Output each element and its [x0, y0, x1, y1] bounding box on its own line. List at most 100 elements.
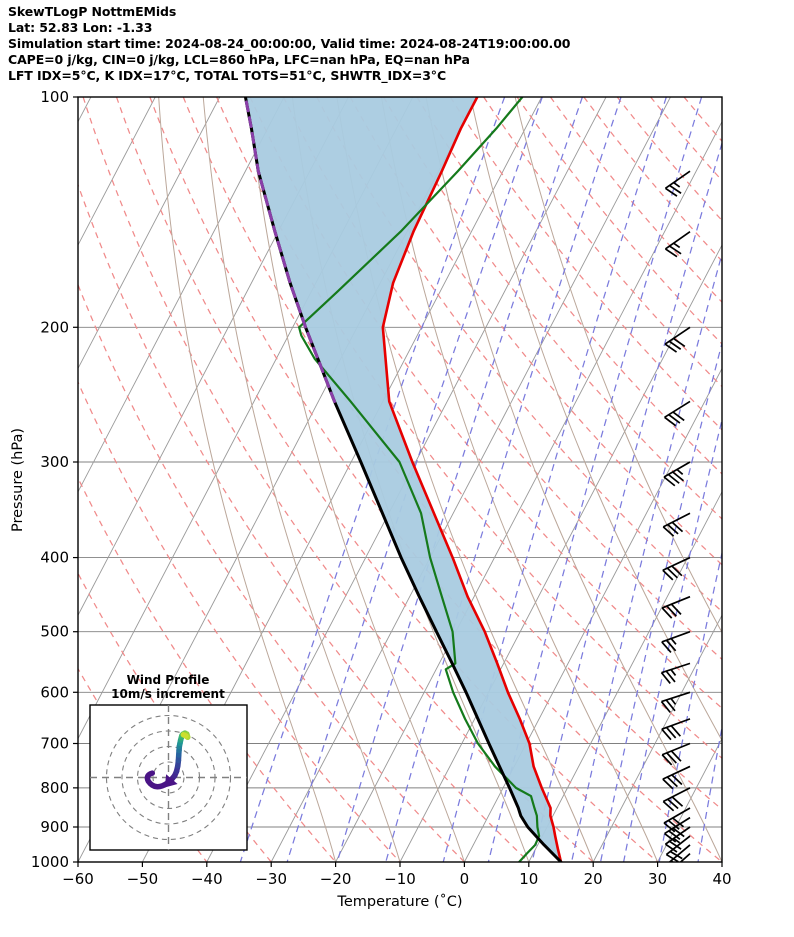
barb-shaft [661, 662, 691, 674]
dry-adiabat-line [82, 97, 594, 862]
wind-barb [662, 787, 691, 812]
y-tick-label: 700 [40, 735, 69, 753]
isotherm-line [528, 490, 722, 862]
barb-full [664, 343, 678, 353]
barb-full [671, 870, 683, 876]
barb-full [670, 725, 681, 737]
profile-line-temperature [381, 97, 563, 862]
isotherm-line [78, 97, 285, 493]
wind-barb [663, 807, 691, 833]
dry-adiabat-line [78, 380, 401, 862]
dry-adiabat-line [349, 97, 722, 566]
barb-full [672, 827, 685, 838]
profile-line-parcel-path-upper-dashed [243, 97, 336, 403]
mixing-ratio-line [336, 97, 583, 862]
axes: −60 −50 −40 −30 −20 −10 0 10 20 30 40 100 200 300 400 5… [31, 88, 732, 888]
wind-barb [671, 852, 691, 876]
hodograph-segment [180, 731, 189, 739]
barb-full [660, 672, 671, 685]
wind-barb [664, 326, 691, 353]
moist-adiabat-line [470, 97, 722, 742]
x-tick-label: −60 [62, 870, 94, 888]
barb-full [666, 752, 677, 764]
barb-full [660, 701, 671, 713]
barb-full [663, 476, 676, 487]
mixing-ratio-line [286, 97, 543, 862]
barb-half [670, 638, 677, 645]
y-tick-label: 500 [40, 623, 69, 641]
barb-full [671, 565, 683, 577]
barb-full [661, 754, 673, 766]
barb-full [662, 778, 674, 790]
barb-full [669, 245, 682, 255]
y-axis-title: Pressure (hPa) [10, 428, 26, 532]
mixing-ratio-line [531, 140, 722, 862]
wind-barb [661, 742, 691, 766]
wind-barb [665, 835, 691, 862]
barb-full [667, 473, 680, 484]
wind-barb [661, 718, 691, 741]
isotherm-line [78, 97, 156, 247]
hodograph-ring [105, 714, 232, 841]
barb-full [665, 699, 676, 712]
barb-full [669, 840, 682, 850]
wind-barb [662, 556, 691, 581]
stability-indices: LFT IDX=5°C, K IDX=17°C, TOTAL TOTS=51°C… [8, 68, 447, 83]
isotherm-line [270, 97, 671, 862]
barb-full [664, 248, 678, 258]
wind-barbs [660, 170, 691, 876]
wind-barb [668, 844, 691, 862]
moist-adiabat-line [158, 97, 337, 862]
barb-full [664, 832, 677, 843]
barb-full [662, 526, 675, 537]
barb-full [669, 184, 682, 194]
barb-full [666, 776, 678, 788]
mixing-ratio-line [442, 97, 667, 862]
barb-half [673, 242, 681, 249]
barb-half [670, 697, 677, 705]
grid-lines [78, 97, 794, 862]
barb-full [672, 337, 686, 348]
barb-full [664, 187, 678, 197]
barb-full [666, 605, 677, 617]
moist-adiabat-line [514, 97, 722, 634]
barb-full [668, 413, 681, 424]
isotherm-line [786, 97, 794, 862]
isotherm-line [78, 97, 221, 370]
mixing-ratio-line [239, 97, 506, 862]
barb-full [671, 796, 684, 807]
wind-barb [664, 170, 691, 197]
dry-adiabat-line [216, 97, 722, 760]
y-tick-label: 800 [40, 779, 69, 797]
x-tick-label: 0 [460, 870, 470, 888]
barb-shaft [662, 512, 691, 528]
wind-barb [661, 630, 691, 654]
x-tick-label: −40 [191, 870, 223, 888]
barb-full [672, 817, 685, 828]
wind-barb [660, 691, 691, 713]
barb-full [667, 523, 679, 535]
x-tick-label: −30 [255, 870, 287, 888]
y-tick-label: 900 [40, 818, 69, 836]
dry-adiabat-line [483, 97, 722, 388]
y-tick-label: 200 [40, 318, 69, 336]
wind-barb [664, 826, 691, 853]
figure-title: SkewTLogP NottmEMids [8, 4, 177, 19]
cape-shaded-area [245, 97, 561, 862]
barb-full [667, 798, 679, 810]
x-tick-label: −20 [320, 870, 352, 888]
mixing-ratio-line [697, 724, 722, 862]
barb-full [665, 639, 677, 652]
barb-half [676, 468, 684, 475]
y-tick-label: 1000 [31, 853, 69, 871]
barb-full [666, 567, 678, 579]
isotherm-line [464, 367, 722, 862]
barb-shaft [662, 787, 691, 803]
barb-full [665, 853, 679, 862]
wind-barb [664, 400, 691, 427]
barb-full [664, 416, 677, 427]
x-tick-label: 10 [519, 870, 538, 888]
hodograph-low-level-hook [144, 770, 171, 790]
dry-adiabat-line [149, 97, 722, 862]
moist-adiabat-line [247, 97, 465, 862]
